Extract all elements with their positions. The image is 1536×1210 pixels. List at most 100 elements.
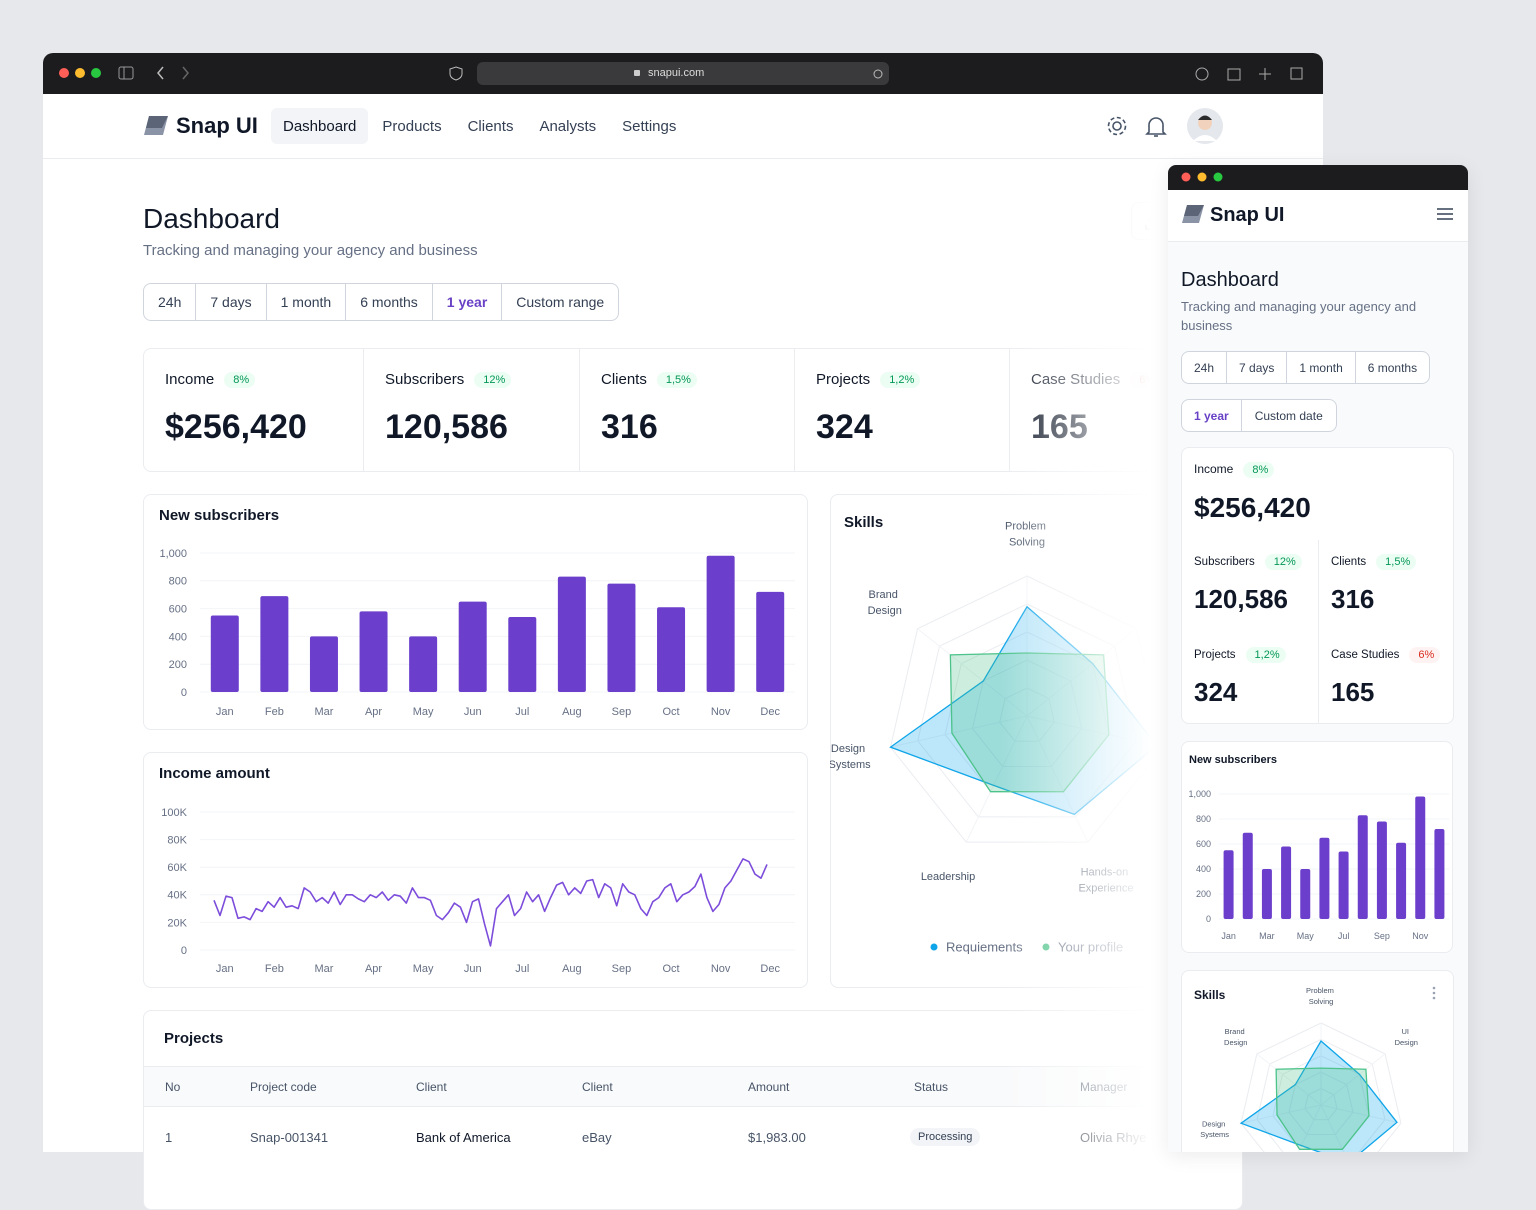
card-title: Skills — [844, 514, 884, 531]
x-tick-label: Jul — [1338, 931, 1350, 941]
nav-link[interactable]: Products — [382, 117, 442, 135]
range-option[interactable]: 24h — [158, 294, 182, 310]
spoke — [1320, 1104, 1345, 1152]
stat-head: Projects 1,2% — [816, 371, 1009, 389]
nav-link[interactable]: Analysts — [539, 117, 597, 135]
x-tick-label: Sep — [612, 706, 632, 718]
axis-label: Leadership — [921, 871, 975, 883]
logo — [1182, 205, 1204, 223]
grid-ring — [1256, 1038, 1386, 1152]
bar — [508, 616, 537, 692]
cell: Snap-001341 — [250, 1130, 329, 1145]
x-tick-label: Dec — [760, 963, 780, 975]
axis-label-line: Systems — [1200, 1130, 1229, 1139]
page-title: Dashboard — [143, 203, 280, 234]
range-option[interactable]: 1 year — [1194, 408, 1229, 423]
title-bar: snapui.com — [43, 53, 1323, 94]
spoke — [1297, 1104, 1322, 1152]
mobile-title-bar — [1168, 165, 1468, 190]
range-option[interactable]: 7 days — [1226, 352, 1286, 383]
stat-change-text: 1,2% — [1254, 649, 1280, 661]
menu-button[interactable] — [1436, 207, 1454, 221]
stat-value: $256,420 — [1194, 492, 1311, 523]
stat-value: 165 — [1331, 677, 1375, 707]
radar-area — [1275, 1067, 1370, 1150]
y-tick-label: 800 — [169, 576, 187, 588]
brand: Snap UI — [176, 113, 258, 138]
axis-label-line: Design — [1202, 1119, 1227, 1128]
y-tick-label: 400 — [1196, 864, 1211, 874]
nav-bar — [43, 94, 1323, 159]
x-tick-label: Nov — [711, 706, 731, 718]
stat-value: 120,586 — [385, 408, 508, 447]
legend-dot — [930, 943, 938, 951]
x-tick-label: Mar — [1259, 931, 1275, 941]
range-option[interactable]: 24h — [1194, 360, 1215, 375]
bar — [557, 576, 586, 692]
axis-label-line: Brand — [868, 589, 900, 601]
x-tick-label: Apr — [365, 963, 382, 975]
bar — [1319, 837, 1330, 919]
column-header: Client — [416, 1080, 447, 1094]
status-badge: Processing — [910, 1128, 981, 1146]
stat-label: Projects — [816, 371, 871, 388]
stat: Case Studies 6% 165 — [1331, 647, 1441, 708]
spoke — [1256, 1053, 1322, 1106]
stat-change-text: 8% — [233, 374, 250, 387]
avatar — [1187, 108, 1223, 144]
bar — [607, 583, 636, 692]
x-tick-label: May — [413, 963, 434, 975]
range-option[interactable]: 7 days — [195, 284, 265, 320]
range-option[interactable]: Custom date — [1240, 400, 1336, 431]
nav-link[interactable]: Dashboard — [271, 108, 369, 144]
bar-chart: 0 200 400 600 800 1,000 Jan Mar May Jul Sep Nov — [1188, 789, 1449, 941]
stat-change: 12% — [474, 372, 512, 389]
bar — [1415, 796, 1426, 919]
axis-label-line: Design — [831, 743, 868, 755]
axis-label: Design Systems — [830, 743, 871, 771]
range-option[interactable]: 6 months — [345, 284, 432, 320]
y-tick-label: 1,000 — [159, 548, 187, 560]
column-header: Amount — [748, 1080, 790, 1094]
y-tick-label: 0 — [181, 945, 187, 957]
stat-head: Subscribers 12% — [1194, 554, 1302, 570]
stat-value: 120,586 — [1194, 584, 1288, 614]
x-tick-label: Jul — [515, 963, 529, 975]
card-title: New subscribers — [1189, 754, 1278, 766]
bar — [1223, 850, 1234, 919]
bar — [359, 611, 388, 692]
stat-change-text: 1,5% — [1385, 556, 1411, 568]
range-option[interactable]: Custom range — [501, 284, 618, 320]
bar — [1281, 846, 1292, 919]
stat-label: Subscribers — [1194, 556, 1255, 569]
stat: Income 8% $256,420 — [144, 349, 363, 471]
more-button[interactable] — [1430, 985, 1438, 1001]
nav-link[interactable]: Clients — [467, 117, 514, 135]
card-title: Income amount — [159, 765, 270, 782]
range-option[interactable]: 1 month — [1286, 352, 1354, 383]
cell: $1,983.00 — [748, 1130, 806, 1145]
stat-change-text: 6% — [1418, 649, 1435, 661]
url: snapui.com — [648, 67, 705, 79]
nav-link[interactable]: Settings — [622, 117, 677, 135]
x-tick-label: May — [413, 706, 434, 718]
range-option[interactable]: 1 month — [265, 284, 346, 320]
x-tick-label: Sep — [612, 963, 632, 975]
column-header: Project code — [250, 1080, 317, 1094]
divider — [1318, 540, 1319, 724]
y-tick-label: 60K — [167, 862, 187, 874]
y-tick-label: 600 — [169, 603, 187, 615]
axis-label-line: Brand — [1225, 1027, 1247, 1036]
bar — [1376, 821, 1387, 919]
stat-label: Income — [1194, 462, 1234, 477]
range-option[interactable]: 1 year — [431, 284, 501, 320]
bar — [1396, 842, 1407, 919]
range-option[interactable]: 6 months — [1354, 352, 1429, 383]
bar — [706, 555, 735, 692]
x-tick-label: Jul — [515, 706, 529, 718]
stat-head: Income 8% — [1194, 462, 1311, 478]
card-title: Skills — [1194, 988, 1226, 1002]
cell: Bank of America — [416, 1130, 511, 1145]
spoke — [1320, 1053, 1386, 1106]
x-tick-label: Nov — [711, 963, 731, 975]
